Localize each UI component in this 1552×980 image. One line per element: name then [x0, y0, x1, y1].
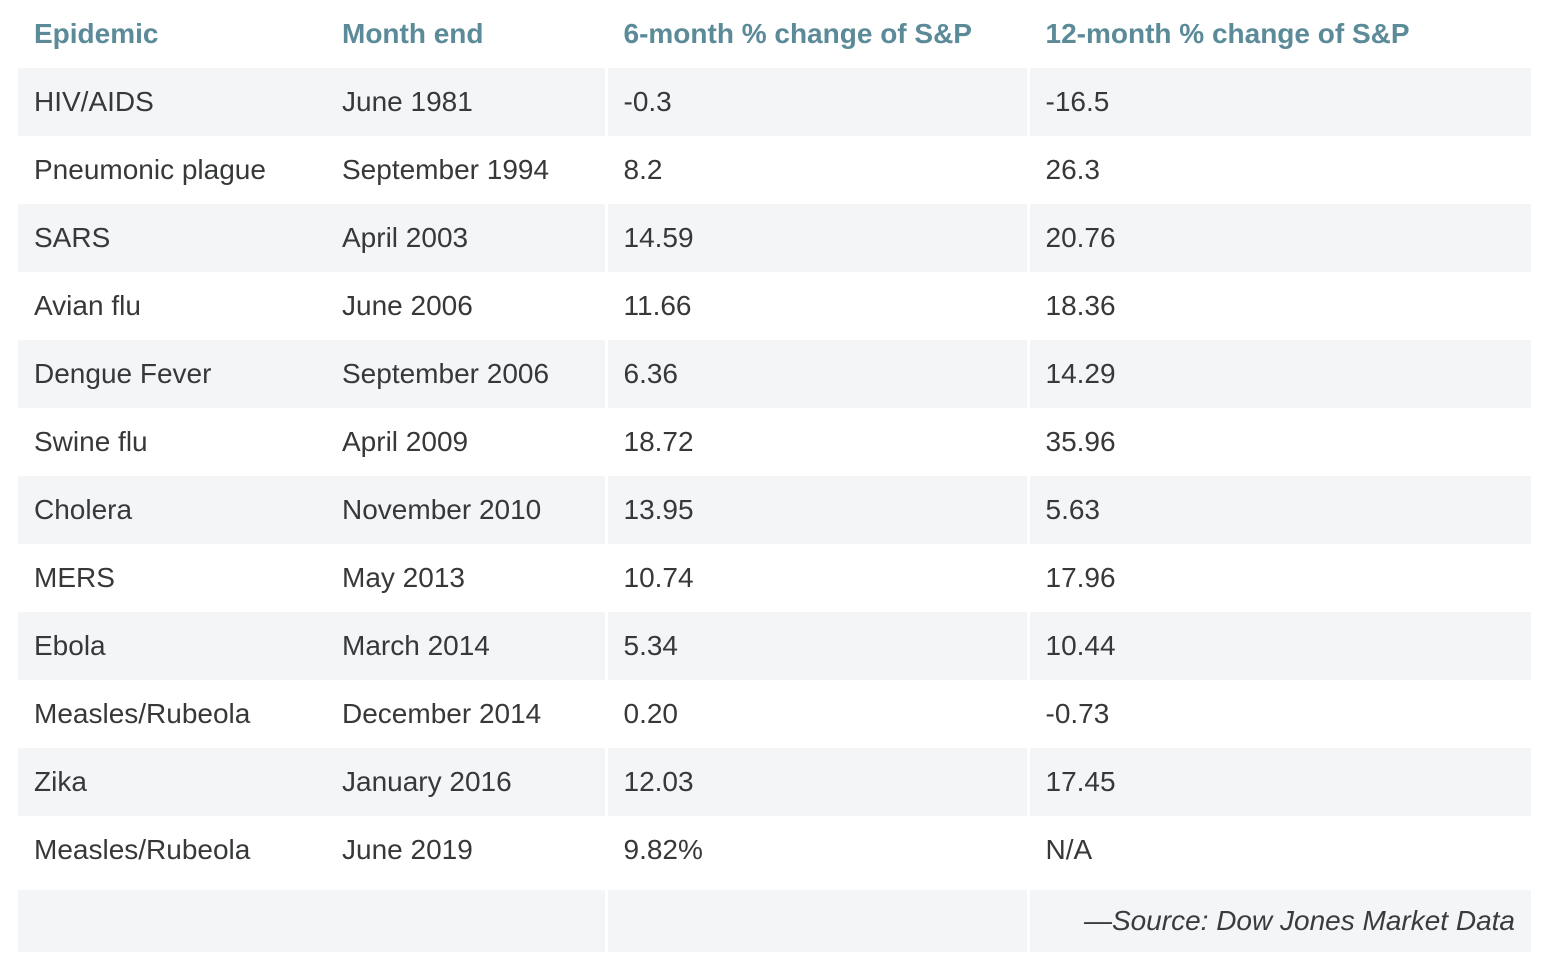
table-row: MERS May 2013 10.74 17.96	[18, 544, 1531, 612]
source-row-spacer	[18, 884, 606, 952]
cell-twelve-month: 17.45	[1026, 748, 1531, 816]
cell-month-end: April 2009	[326, 408, 606, 476]
table-row: Measles/Rubeola December 2014 0.20 -0.73	[18, 680, 1531, 748]
cell-six-month: 6.36	[604, 340, 1028, 408]
cell-month-end: May 2013	[326, 544, 606, 612]
cell-epidemic: MERS	[18, 544, 326, 612]
header-row: Epidemic Month end 6-month % change of S…	[18, 0, 1531, 68]
cell-month-end: January 2016	[326, 748, 606, 816]
table-row: Ebola March 2014 5.34 10.44	[18, 612, 1531, 680]
cell-month-end: March 2014	[326, 612, 606, 680]
table-row: Swine flu April 2009 18.72 35.96	[18, 408, 1531, 476]
cell-six-month: 13.95	[604, 476, 1028, 544]
cell-epidemic: Avian flu	[18, 272, 326, 340]
cell-epidemic: Swine flu	[18, 408, 326, 476]
cell-epidemic: Zika	[18, 748, 326, 816]
table-row: Pneumonic plague September 1994 8.2 26.3	[18, 136, 1531, 204]
cell-epidemic: HIV/AIDS	[18, 68, 326, 136]
source-attribution: —Source: Dow Jones Market Data	[1026, 884, 1531, 952]
cell-six-month: 12.03	[604, 748, 1028, 816]
table-body: HIV/AIDS June 1981 -0.3 -16.5 Pneumonic plag…	[18, 68, 1531, 887]
cell-month-end: September 1994	[326, 136, 606, 204]
cell-twelve-month: 18.36	[1026, 272, 1531, 340]
cell-six-month: 9.82%	[604, 816, 1028, 887]
table-row: Dengue Fever September 2006 6.36 14.29	[18, 340, 1531, 408]
cell-twelve-month: 10.44	[1026, 612, 1531, 680]
cell-twelve-month: 35.96	[1026, 408, 1531, 476]
column-header-12-month-change: 12-month % change of S&P	[1026, 0, 1531, 68]
cell-month-end: December 2014	[326, 680, 606, 748]
cell-month-end: November 2010	[326, 476, 606, 544]
cell-month-end: April 2003	[326, 204, 606, 272]
cell-epidemic: Measles/Rubeola	[18, 680, 326, 748]
cell-twelve-month: 17.96	[1026, 544, 1531, 612]
table-row: SARS April 2003 14.59 20.76	[18, 204, 1531, 272]
source-row-spacer	[604, 884, 1028, 952]
cell-six-month: 8.2	[604, 136, 1028, 204]
column-header-month-end: Month end	[326, 0, 606, 68]
epidemic-sp500-table: Epidemic Month end 6-month % change of S…	[18, 0, 1531, 952]
cell-six-month: 10.74	[604, 544, 1028, 612]
table-row: Measles/Rubeola June 2019 9.82% N/A	[18, 816, 1531, 887]
cell-twelve-month: 14.29	[1026, 340, 1531, 408]
source-row: —Source: Dow Jones Market Data	[18, 884, 1531, 952]
cell-month-end: September 2006	[326, 340, 606, 408]
table-row: Cholera November 2010 13.95 5.63	[18, 476, 1531, 544]
cell-month-end: June 2019	[326, 816, 606, 887]
table-row: Zika January 2016 12.03 17.45	[18, 748, 1531, 816]
cell-twelve-month: 26.3	[1026, 136, 1531, 204]
cell-twelve-month: 20.76	[1026, 204, 1531, 272]
cell-six-month: 0.20	[604, 680, 1028, 748]
cell-twelve-month: -16.5	[1026, 68, 1531, 136]
cell-epidemic: SARS	[18, 204, 326, 272]
cell-epidemic: Pneumonic plague	[18, 136, 326, 204]
cell-epidemic: Cholera	[18, 476, 326, 544]
cell-six-month: 18.72	[604, 408, 1028, 476]
table-row: HIV/AIDS June 1981 -0.3 -16.5	[18, 68, 1531, 136]
cell-epidemic: Dengue Fever	[18, 340, 326, 408]
column-header-epidemic: Epidemic	[18, 0, 326, 68]
cell-six-month: 5.34	[604, 612, 1028, 680]
table-row: Avian flu June 2006 11.66 18.36	[18, 272, 1531, 340]
cell-six-month: 14.59	[604, 204, 1028, 272]
cell-six-month: -0.3	[604, 68, 1028, 136]
cell-twelve-month: -0.73	[1026, 680, 1531, 748]
cell-month-end: June 1981	[326, 68, 606, 136]
cell-epidemic: Ebola	[18, 612, 326, 680]
cell-epidemic: Measles/Rubeola	[18, 816, 326, 887]
cell-twelve-month: N/A	[1026, 816, 1531, 887]
cell-month-end: June 2006	[326, 272, 606, 340]
cell-twelve-month: 5.63	[1026, 476, 1531, 544]
column-header-6-month-change: 6-month % change of S&P	[604, 0, 1028, 68]
cell-six-month: 11.66	[604, 272, 1028, 340]
